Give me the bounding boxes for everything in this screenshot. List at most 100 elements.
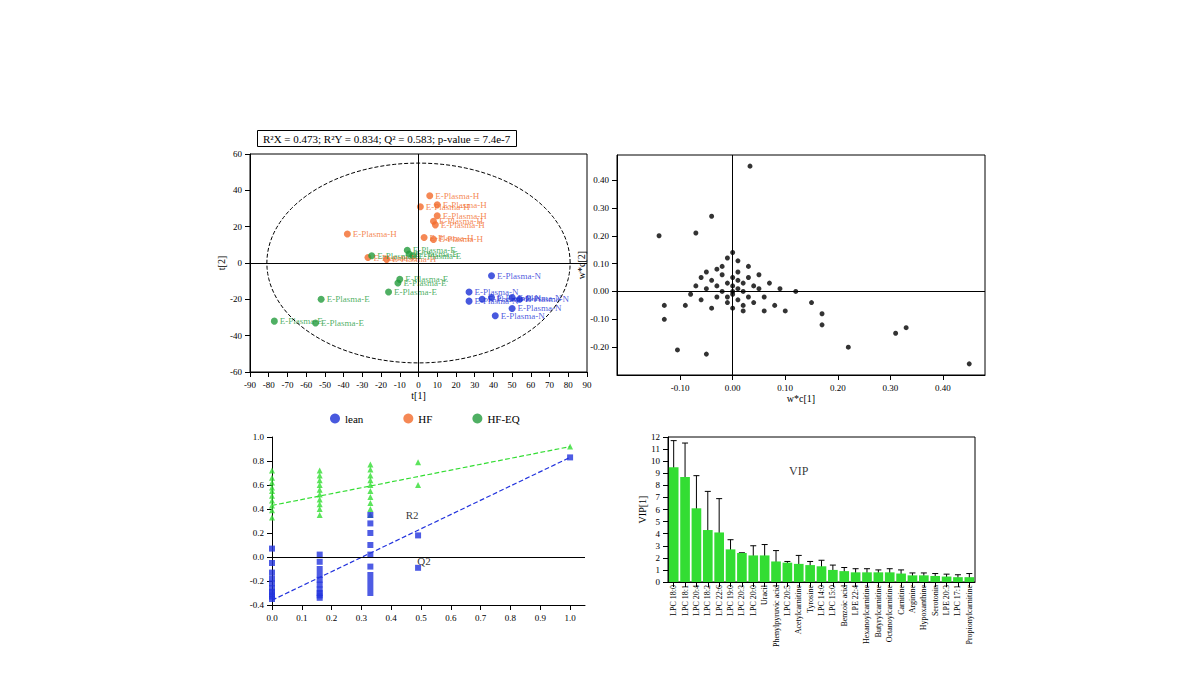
svg-text:-50: -50 — [319, 380, 331, 390]
svg-text:0.40: 0.40 — [935, 383, 951, 393]
svg-text:Benzoic acid: Benzoic acid — [840, 585, 849, 627]
svg-text:E-Plasma-E: E-Plasma-E — [321, 318, 364, 328]
svg-text:E-Plasma-H: E-Plasma-H — [353, 229, 397, 239]
svg-text:0.0: 0.0 — [266, 613, 278, 623]
svg-text:HF-EQ: HF-EQ — [487, 413, 519, 425]
svg-text:E-Plasma-N: E-Plasma-N — [501, 311, 545, 321]
svg-text:2: 2 — [656, 553, 661, 563]
svg-text:1.0: 1.0 — [253, 432, 265, 442]
svg-text:6: 6 — [656, 505, 661, 515]
svg-text:0.10: 0.10 — [777, 383, 793, 393]
svg-text:-40: -40 — [230, 331, 242, 341]
svg-text:0.10: 0.10 — [593, 259, 609, 269]
svg-text:LPC 20:0: LPC 20:0 — [749, 585, 758, 616]
svg-text:70: 70 — [545, 380, 555, 390]
svg-text:Acetylcarnitine: Acetylcarnitine — [794, 585, 803, 635]
svg-text:Hypoxanthine: Hypoxanthine — [919, 585, 928, 631]
svg-text:0.2: 0.2 — [326, 613, 337, 623]
svg-text:E-Plasma-E: E-Plasma-E — [327, 294, 370, 304]
svg-text:-0.20: -0.20 — [590, 342, 609, 352]
svg-text:E-Plasma-N: E-Plasma-N — [488, 294, 532, 304]
svg-text:-20: -20 — [375, 380, 387, 390]
svg-text:8: 8 — [656, 480, 661, 490]
svg-text:E-Plasma-E: E-Plasma-E — [418, 251, 461, 261]
svg-text:E-Plasma-H: E-Plasma-H — [441, 220, 485, 230]
svg-text:0.8: 0.8 — [253, 456, 265, 466]
svg-text:Serotonin: Serotonin — [931, 585, 940, 616]
svg-text:LPC 14:0: LPC 14:0 — [817, 585, 826, 616]
svg-text:LPE 22:4: LPE 22:4 — [851, 585, 860, 615]
svg-text:-40: -40 — [338, 380, 350, 390]
svg-text:1: 1 — [656, 565, 661, 575]
svg-text:-30: -30 — [356, 380, 368, 390]
svg-text:50: 50 — [508, 380, 518, 390]
svg-text:0.4: 0.4 — [386, 613, 398, 623]
svg-text:0: 0 — [238, 258, 243, 268]
svg-text:10: 10 — [433, 380, 443, 390]
svg-text:Butyrylcarnitine: Butyrylcarnitine — [874, 585, 883, 638]
svg-text:-80: -80 — [263, 380, 275, 390]
svg-text:E-Plasma-E: E-Plasma-E — [280, 316, 323, 326]
svg-text:R²X = 0.473; R²Y = 0.834; Q² =: R²X = 0.473; R²Y = 0.834; Q² = 0.583; p-… — [263, 133, 511, 145]
svg-text:t[2]: t[2] — [216, 256, 227, 270]
svg-text:Propionylcarnitine: Propionylcarnitine — [965, 585, 974, 645]
svg-text:-0.10: -0.10 — [590, 314, 609, 324]
svg-text:0.6: 0.6 — [445, 613, 457, 623]
svg-text:LPC 18:1: LPC 18:1 — [681, 585, 690, 616]
svg-text:12: 12 — [651, 432, 660, 442]
svg-text:40: 40 — [233, 185, 243, 195]
svg-text:0.20: 0.20 — [830, 383, 846, 393]
svg-text:-70: -70 — [281, 380, 293, 390]
svg-text:0.9: 0.9 — [535, 613, 547, 623]
svg-text:90: 90 — [583, 380, 593, 390]
svg-text:LPC 19:0: LPC 19:0 — [726, 585, 735, 616]
svg-text:LPC 17:1: LPC 17:1 — [953, 585, 962, 616]
svg-text:-60: -60 — [230, 367, 242, 377]
svg-text:VIP[1]: VIP[1] — [637, 496, 648, 524]
svg-text:w*c[2]: w*c[2] — [576, 251, 587, 279]
svg-text:LPC 20:4: LPC 20:4 — [692, 585, 701, 616]
svg-text:0.40: 0.40 — [593, 175, 609, 185]
svg-text:0: 0 — [416, 380, 421, 390]
svg-text:60: 60 — [526, 380, 536, 390]
svg-text:R2: R2 — [406, 509, 419, 521]
svg-text:0.00: 0.00 — [725, 383, 741, 393]
svg-text:0.2: 0.2 — [253, 528, 264, 538]
svg-text:E-Plasma-E: E-Plasma-E — [377, 251, 420, 261]
svg-text:0.5: 0.5 — [415, 613, 427, 623]
svg-text:60: 60 — [233, 149, 243, 159]
svg-text:LPC 15:0: LPC 15:0 — [828, 585, 837, 616]
svg-text:0.4: 0.4 — [253, 504, 265, 514]
svg-text:7: 7 — [656, 492, 661, 502]
svg-text:LPC 18:0: LPC 18:0 — [669, 585, 678, 616]
svg-text:9: 9 — [656, 468, 661, 478]
svg-text:w*c[1]: w*c[1] — [787, 393, 815, 404]
svg-text:E-Plasma-H: E-Plasma-H — [443, 200, 487, 210]
svg-text:Tyrosine: Tyrosine — [806, 585, 815, 613]
svg-text:LPC 18:2: LPC 18:2 — [703, 585, 712, 616]
svg-text:Arginine: Arginine — [908, 585, 917, 614]
svg-text:E-Plasma-H: E-Plasma-H — [439, 234, 483, 244]
svg-text:1.0: 1.0 — [564, 613, 576, 623]
svg-text:Octanoylcarnitine: Octanoylcarnitine — [885, 585, 894, 643]
svg-text:0.30: 0.30 — [593, 203, 609, 213]
svg-text:-90: -90 — [244, 380, 256, 390]
svg-text:10: 10 — [651, 456, 661, 466]
svg-text:E-Plasma-E: E-Plasma-E — [394, 287, 437, 297]
svg-text:-20: -20 — [230, 294, 242, 304]
svg-text:LPC 20:3: LPC 20:3 — [737, 585, 746, 616]
svg-text:80: 80 — [564, 380, 574, 390]
svg-text:Hexanoylcarnitine: Hexanoylcarnitine — [862, 585, 871, 645]
svg-text:0.7: 0.7 — [475, 613, 487, 623]
svg-text:-0.4: -0.4 — [250, 600, 265, 610]
svg-text:HF: HF — [418, 413, 432, 425]
svg-text:t[1]: t[1] — [411, 390, 425, 401]
svg-text:0.3: 0.3 — [356, 613, 368, 623]
svg-text:lean: lean — [345, 413, 364, 425]
svg-text:LPC 22:6: LPC 22:6 — [715, 585, 724, 616]
svg-text:0.00: 0.00 — [593, 286, 609, 296]
svg-text:5: 5 — [656, 517, 661, 527]
svg-text:E-Plasma-N: E-Plasma-N — [497, 271, 541, 281]
svg-text:4: 4 — [656, 529, 661, 539]
svg-text:0.0: 0.0 — [253, 552, 265, 562]
